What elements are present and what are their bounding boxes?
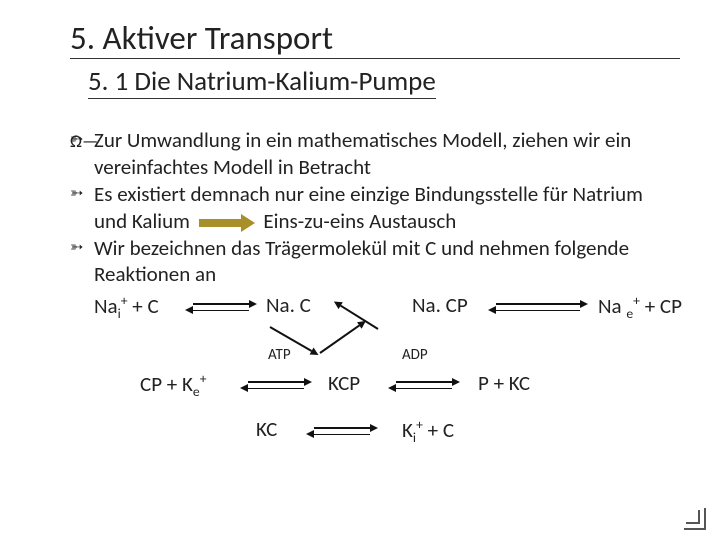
- reversible-arrow-icon: [185, 300, 257, 314]
- rx1-left: Nai+ + C: [94, 292, 159, 323]
- rx-text: K: [402, 417, 413, 443]
- bullet-3-text: Wir bezeichnen das Trägermolekül mit C u…: [94, 235, 629, 288]
- rx3-right: Ki+ + C: [402, 416, 454, 447]
- reversible-arrow-icon: [488, 300, 588, 314]
- bullet-1-text: Zur Umwandlung in ein mathematisches Mod…: [94, 127, 631, 180]
- reactions-block: Nai+ + C Na. C Na. CP Na e+ + CP ATP: [70, 292, 680, 452]
- reversible-arrow-icon: [240, 378, 312, 392]
- page-subtitle: 5. 1 Die Natrium-Kalium-Pumpe: [88, 65, 436, 99]
- reaction-row-3: KC Ki+ + C: [70, 412, 680, 452]
- bullet-icon: ➳: [70, 130, 83, 150]
- slide: 5. Aktiver Transport 5. 1 Die Natrium-Ka…: [0, 0, 720, 540]
- reversible-arrow-icon: [306, 424, 378, 438]
- rx-text: + CP: [640, 293, 682, 319]
- arrow-icon: [199, 216, 255, 230]
- rx1-mid2: Na. CP: [412, 292, 468, 319]
- corner-decoration-icon: [684, 508, 706, 530]
- rx-sub: e: [193, 383, 200, 400]
- bullet-2b-text: Eins-zu-eins Austausch: [263, 208, 456, 234]
- rx-text: Na: [598, 293, 626, 319]
- rx2-mid: KCP: [328, 370, 360, 397]
- rx-text: Na: [94, 293, 118, 319]
- rx1-mid: Na. C: [266, 292, 311, 319]
- adp-label: ADP: [402, 346, 428, 365]
- body-text: Ω— ➳ Zur Umwandlung in ein mathematische…: [70, 127, 680, 452]
- rx2-right: P + KC: [478, 370, 530, 397]
- rx-text: + C: [423, 417, 454, 443]
- rx2-left: CP + Ke+: [140, 370, 207, 401]
- reaction-row-atp: ATP ADP: [70, 332, 680, 366]
- bullet-3: ➳ Wir bezeichnen das Trägermolekül mit C…: [70, 235, 680, 289]
- bullet-1: Ω— ➳ Zur Umwandlung in ein mathematische…: [70, 127, 680, 181]
- rx1-right: Na e+ + CP: [598, 292, 682, 323]
- bullet-icon: ➳: [70, 184, 83, 204]
- rx-text: CP + K: [140, 371, 193, 397]
- rx3-left: KC: [256, 416, 277, 443]
- rx-sup: +: [633, 292, 640, 309]
- bullet-icon: ➳: [70, 238, 83, 258]
- rx-sup: +: [121, 292, 128, 309]
- atp-label: ATP: [268, 346, 291, 365]
- rx-text: + C: [128, 293, 159, 319]
- page-title: 5. Aktiver Transport: [70, 18, 680, 59]
- bullet-2: ➳ Es existiert demnach nur eine einzige …: [70, 181, 680, 235]
- reversible-arrow-icon: [388, 378, 460, 392]
- rx-sup: +: [416, 416, 423, 433]
- rx-sup: +: [200, 370, 207, 387]
- reaction-row-2: CP + Ke+ KCP P + KC: [70, 366, 680, 412]
